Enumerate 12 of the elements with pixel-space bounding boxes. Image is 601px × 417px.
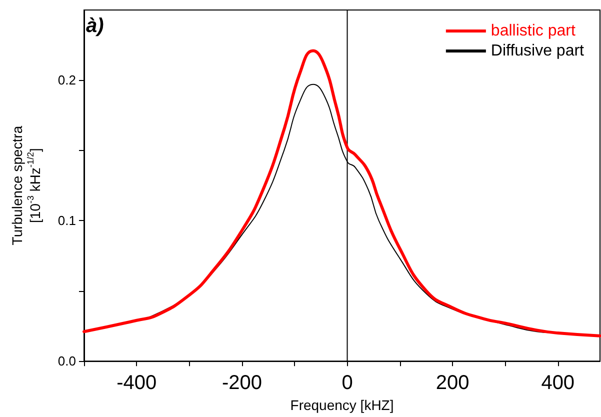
x-axis-title: Frequency [kHZ] [290,397,394,413]
x-tick-label: 0 [342,372,353,394]
y-tick-label: 0.0 [58,354,76,369]
x-tick-label: -200 [222,372,262,394]
legend-label: Diffusive part [490,42,585,60]
y-tick-label: 0.1 [58,213,76,228]
x-tick-label: 400 [541,372,575,394]
y-tick-label: 0.2 [58,72,76,88]
x-tick-label: -400 [116,372,157,394]
x-tick-label: 200 [436,372,470,394]
legend-label: ballistic part [490,22,576,40]
annotation: à) [86,15,104,37]
